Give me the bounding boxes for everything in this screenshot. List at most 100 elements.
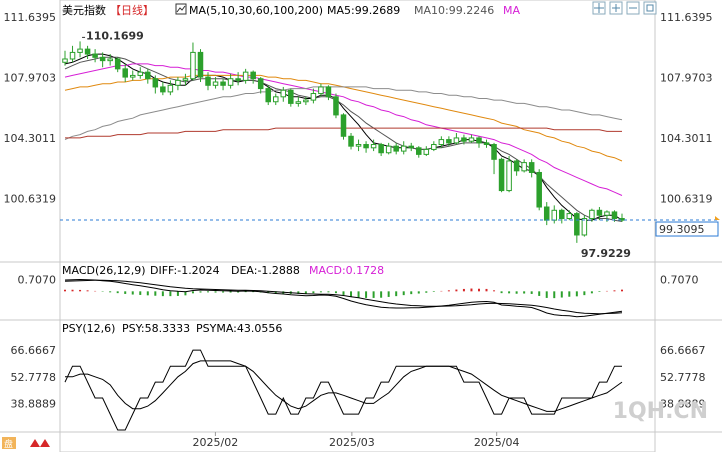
- plot-frame: [59, 0, 656, 453]
- candle-body: [423, 148, 430, 155]
- price-tick-left: 107.9703: [4, 72, 57, 85]
- candle-body: [363, 144, 369, 149]
- price-tick-left: 111.6395: [4, 11, 57, 24]
- candle-body: [393, 145, 399, 152]
- macd-dea-value: DEA:-1.2888: [231, 264, 300, 277]
- candle-body: [483, 142, 490, 146]
- price-marker-icon: [715, 216, 720, 221]
- candle-body: [325, 86, 332, 98]
- candle-body: [92, 53, 98, 58]
- candle-body: [468, 137, 475, 142]
- ma100-line: [64, 86, 623, 141]
- candle-body: [272, 96, 279, 103]
- ma5-value: MA5:99.2689: [327, 4, 400, 17]
- candle-body: [190, 51, 196, 80]
- candle-body: [476, 137, 482, 144]
- candle-body: [235, 78, 241, 81]
- candle-body: [453, 137, 460, 144]
- ma-title: MA(5,10,30,60,100,200): [189, 4, 323, 17]
- candle-body: [212, 81, 219, 86]
- candle-body: [160, 86, 166, 93]
- ma10-value: MA10:99.2246: [414, 4, 494, 17]
- macd-tick-left: 0.7070: [18, 274, 57, 287]
- candle-body: [152, 78, 159, 88]
- macd-diff-line: [64, 278, 623, 318]
- macd-diff-value: DIFF:-1.2024: [150, 264, 220, 277]
- price-axis: 111.6395 111.6395 107.9703 107.9703 104.3011…: [4, 11, 713, 205]
- ma-settings-icon[interactable]: [175, 3, 187, 15]
- candle-body: [385, 145, 392, 154]
- candle-body: [220, 81, 226, 86]
- candle-body: [182, 78, 189, 81]
- psy-line: [64, 349, 622, 431]
- candle-body: [348, 135, 354, 147]
- candle-body: [84, 48, 91, 55]
- candle-body: [604, 211, 610, 216]
- candle-body: [543, 206, 550, 221]
- date-axis: 2025/02 2025/03 2025/04: [193, 432, 520, 449]
- high-low-annotations: 110.1699 97.9229: [82, 29, 631, 260]
- candle-body: [197, 51, 204, 78]
- psy-tick-right: 52.7778: [660, 371, 706, 384]
- candle-body: [528, 162, 535, 173]
- candle-body: [559, 209, 565, 220]
- macd-tick-right: 0.7070: [660, 274, 699, 287]
- candle-body: [400, 145, 407, 152]
- price-tick-right: 111.6395: [660, 11, 713, 24]
- price-tick-left: 100.6319: [4, 192, 57, 205]
- period-label[interactable]: 【日线】: [110, 3, 154, 17]
- psy-tick-left: 38.8889: [11, 397, 57, 410]
- candle-body: [513, 160, 520, 172]
- candle-body: [461, 137, 467, 142]
- candle-body: [370, 144, 377, 149]
- candle-body: [536, 171, 542, 208]
- crosshair-icon[interactable]: [592, 1, 606, 15]
- price-tick-right: 107.9703: [660, 72, 713, 85]
- candle-body: [167, 84, 174, 93]
- price-tick-right: 100.6319: [660, 192, 713, 205]
- candle-body: [250, 71, 256, 80]
- candle-body: [506, 160, 512, 192]
- candle-body: [431, 144, 437, 150]
- zoom-in-icon[interactable]: [609, 1, 623, 15]
- psy-tick-right: 66.6667: [660, 344, 706, 357]
- candle-body: [145, 71, 151, 80]
- candle-body: [99, 56, 106, 62]
- ma-more-label: MA: [503, 4, 520, 17]
- candle-body: [129, 74, 136, 78]
- candle-body: [619, 218, 625, 221]
- ma30-line: [64, 63, 623, 196]
- candle-body: [446, 139, 452, 144]
- date-label: 2025/04: [474, 436, 520, 449]
- candle-body: [333, 96, 339, 116]
- watermark: 1QH.CN: [613, 399, 708, 424]
- candle-body: [596, 209, 603, 216]
- high-price-label: 110.1699: [86, 29, 144, 42]
- candle-body: [303, 99, 309, 103]
- psyma-value: PSYMA:43.0556: [196, 322, 282, 335]
- candle-body: [227, 78, 234, 86]
- macd-dea-line: [64, 279, 623, 315]
- candle-body: [438, 139, 445, 146]
- psy-tick-left: 66.6667: [11, 344, 57, 357]
- price-tick-right: 104.3011: [660, 132, 713, 145]
- brand-logo: 盘: [2, 437, 16, 450]
- info-icon[interactable]: [30, 439, 50, 447]
- svg-text:盘: 盘: [4, 438, 13, 450]
- candle-body: [589, 209, 595, 220]
- candle-body: [114, 58, 121, 70]
- current-price-text: 99.3095: [659, 223, 705, 236]
- candle-body: [62, 58, 68, 63]
- candle-body: [205, 76, 211, 86]
- macd-label: MACD(26,12,9): [62, 264, 146, 277]
- candle-body: [521, 162, 527, 172]
- candle-body: [137, 71, 144, 76]
- fullscreen-icon[interactable]: [643, 1, 657, 15]
- candle-body: [107, 58, 113, 62]
- candle-body: [611, 211, 618, 220]
- zoom-out-icon[interactable]: [626, 1, 640, 15]
- instrument-title: 美元指数: [62, 3, 106, 17]
- psy-tick-left: 52.7778: [11, 371, 57, 384]
- macd-panel: 0.7070 0.7070: [18, 274, 699, 318]
